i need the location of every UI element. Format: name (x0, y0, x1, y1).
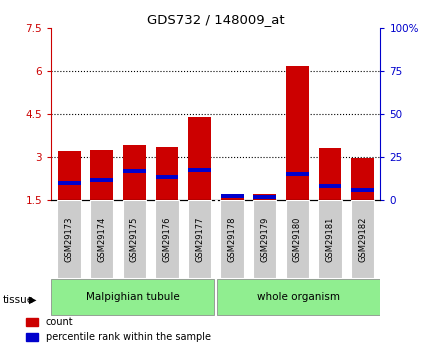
Bar (351, 188, 374, 192)
Bar (90, 178, 113, 182)
Bar (188, 200, 211, 278)
Bar (319, 148, 341, 200)
Text: ▶: ▶ (29, 295, 36, 305)
Bar (155, 175, 178, 179)
Bar (286, 66, 309, 200)
Text: GSM29179: GSM29179 (260, 216, 269, 262)
Text: GSM29180: GSM29180 (293, 216, 302, 262)
Legend: count, percentile rank within the sample: count, percentile rank within the sample (22, 313, 214, 345)
Bar (351, 158, 374, 200)
Text: GSM29173: GSM29173 (65, 216, 73, 262)
Text: whole organism: whole organism (258, 292, 340, 302)
Bar (220, 200, 244, 278)
Bar (286, 172, 309, 176)
Bar (57, 200, 81, 278)
Bar (58, 151, 81, 200)
Bar (221, 194, 243, 198)
Text: GSM29174: GSM29174 (97, 216, 106, 262)
Bar (123, 146, 146, 200)
Bar (218, 279, 380, 315)
Text: tissue: tissue (2, 295, 33, 305)
Bar (123, 169, 146, 173)
Bar (122, 200, 146, 278)
Text: GSM29178: GSM29178 (228, 216, 237, 262)
Bar (188, 168, 211, 172)
Bar (188, 117, 211, 200)
Text: GSM29181: GSM29181 (325, 216, 335, 262)
Title: GDS732 / 148009_at: GDS732 / 148009_at (147, 13, 285, 27)
Bar (253, 195, 276, 199)
Text: GSM29175: GSM29175 (130, 216, 139, 262)
Bar (155, 200, 178, 278)
Bar (351, 200, 374, 278)
Bar (253, 194, 276, 200)
Text: Malpighian tubule: Malpighian tubule (86, 292, 180, 302)
Bar (286, 200, 309, 278)
Bar (90, 200, 113, 278)
Text: GSM29182: GSM29182 (358, 216, 367, 262)
Text: GSM29176: GSM29176 (162, 216, 171, 262)
Bar (253, 200, 276, 278)
Bar (318, 200, 342, 278)
Bar (221, 197, 243, 200)
Bar (90, 150, 113, 200)
Bar (58, 181, 81, 185)
Bar (51, 279, 214, 315)
Text: GSM29177: GSM29177 (195, 216, 204, 262)
Bar (319, 184, 341, 188)
Bar (155, 147, 178, 200)
